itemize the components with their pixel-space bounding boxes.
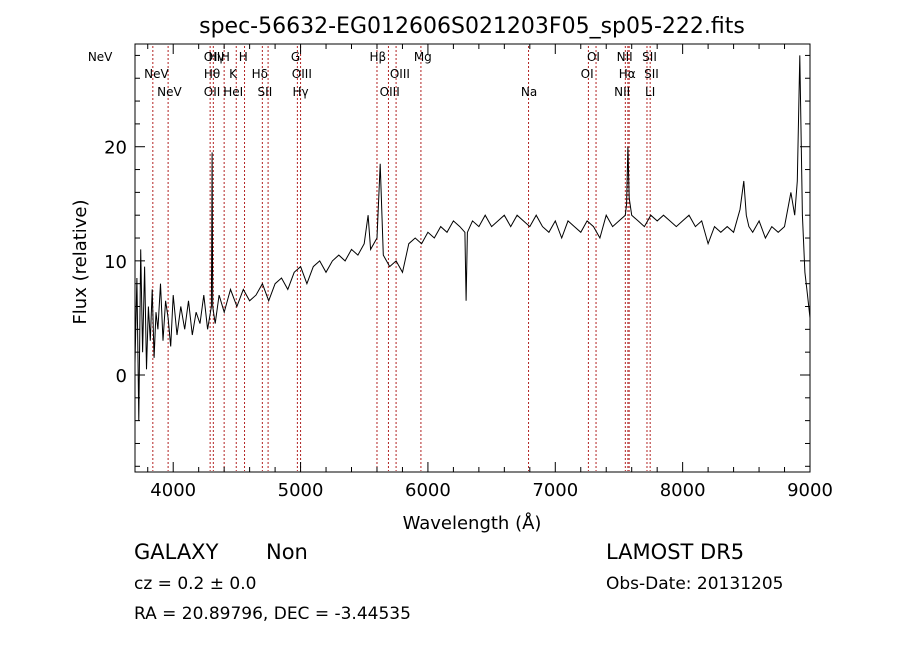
spectral-line-label: Hβ — [370, 50, 387, 64]
redshift-text: cz = 0.2 ± 0.0 — [134, 574, 256, 594]
y-tick-label: 10 — [104, 252, 127, 273]
spectral-line-markers — [152, 46, 651, 471]
x-tick-label: 5000 — [278, 480, 324, 501]
survey-name: LAMOST DR5 — [606, 540, 744, 564]
x-axis-ticks: 4000 5000 6000 7000 8000 9000 — [147, 44, 833, 501]
spectral-line-label: OII — [204, 50, 221, 64]
spectral-line-label: K — [229, 67, 238, 81]
spectral-line-label: SII — [258, 85, 273, 99]
x-tick-label: 6000 — [405, 480, 451, 501]
spectral-line-label: OII — [204, 85, 221, 99]
spectral-line-label: H — [239, 50, 248, 64]
chart-title: spec-56632-EG012606S021203F05_sp05-222.f… — [199, 14, 745, 39]
spectral-line-label: OIII — [380, 85, 400, 99]
spectral-line-labels: NeVNeVNeVOIIHγHθOIIHKHeIHHδSIIGOIIIHγHβO… — [88, 50, 659, 99]
spectral-line-label: NeV — [144, 67, 169, 81]
coordinates-text: RA = 20.89796, DEC = -3.44535 — [134, 604, 411, 624]
x-tick-label: 4000 — [150, 480, 196, 501]
spectral-line-label: Na — [521, 85, 537, 99]
spectral-line-label: SII — [642, 50, 657, 64]
x-tick-label: 9000 — [787, 480, 833, 501]
spectral-line-label: OIII — [390, 67, 410, 81]
spectral-line-label: OI — [581, 67, 594, 81]
spectral-line-label: Hγ — [208, 50, 224, 64]
spectral-line-label: Hθ — [204, 67, 220, 81]
spectral-line-label: OI — [587, 50, 600, 64]
y-tick-label: 0 — [116, 366, 127, 387]
spectral-line-label: Hδ — [252, 67, 268, 81]
spectral-line-label: Mg — [414, 50, 432, 64]
spectral-line-label: NeV — [88, 50, 113, 64]
spectral-line-label: H — [221, 50, 230, 64]
spectral-line-label: HeI — [223, 85, 243, 99]
spectral-line-label: Hγ — [293, 85, 309, 99]
observation-date: Obs-Date: 20131205 — [606, 574, 783, 594]
x-tick-label: 8000 — [660, 480, 706, 501]
y-axis-ticks: 0 10 20 — [104, 54, 810, 467]
spectral-line-label: NII — [617, 50, 633, 64]
spectrum-line — [134, 55, 811, 421]
spectral-line-label: SII — [644, 67, 659, 81]
x-axis-label: Wavelength (Å) — [403, 512, 542, 534]
object-subclass: Non — [266, 540, 308, 564]
spectral-line-label: G — [291, 50, 300, 64]
spectral-line-label: Hα — [619, 67, 636, 81]
spectral-line-label: NII — [614, 85, 630, 99]
y-axis-label: Flux (relative) — [70, 199, 91, 324]
plot-frame — [134, 43, 811, 473]
spectral-line-label: LI — [645, 85, 655, 99]
y-tick-label: 20 — [104, 138, 127, 159]
spectral-line-label: NeV — [157, 85, 182, 99]
x-tick-label: 7000 — [532, 480, 578, 501]
object-class: GALAXY — [134, 540, 219, 564]
spectral-line-label: OIII — [292, 67, 312, 81]
